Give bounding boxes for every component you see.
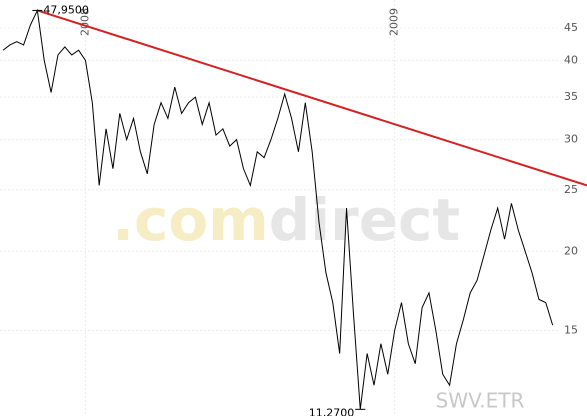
trend-line [37,9,587,187]
annotation-label: 11,2700 [309,406,355,416]
watermark-part: direct [269,186,460,254]
y-tick-label: 15 [564,324,578,337]
y-tick-label: 20 [564,244,578,257]
y-tick-label: 30 [564,133,578,146]
y-tick-label: 35 [564,90,578,103]
price-line [2,8,554,410]
watermark-part: .com [112,186,269,254]
x-tick-label: 2009 [388,8,401,36]
symbol: SWV.ETR [436,389,525,413]
watermark: .comdirect [112,186,460,254]
y-tick-label: 45 [564,21,578,34]
x-tick-label: 2008 [78,8,91,36]
y-tick-label: 40 [564,53,578,66]
y-tick-label: 25 [564,183,578,196]
annotation-label: 47,9500 [43,3,88,16]
